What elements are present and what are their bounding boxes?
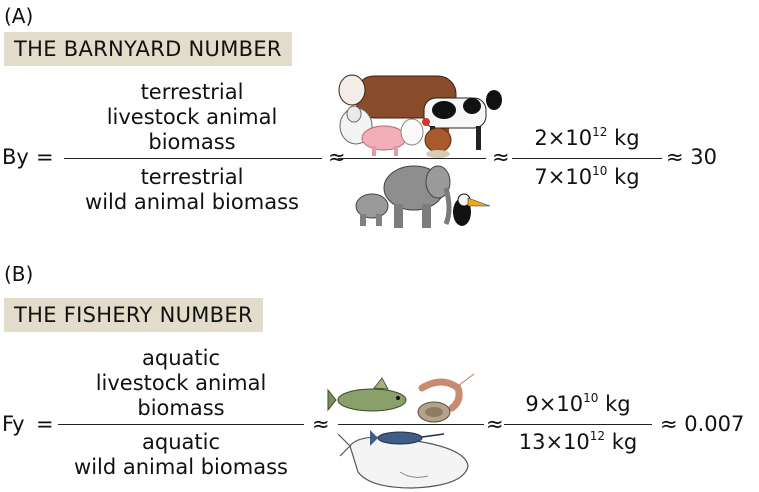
- aquaculture-illustration: [327, 373, 475, 423]
- panel-a-denominator: terrestrial wild animal biomass: [60, 165, 324, 215]
- panel-b-mass-denominator: 13×1012 kg: [504, 430, 652, 454]
- mass-mantissa: 13×10: [518, 430, 590, 454]
- panel-b-approx-1: ≈: [312, 412, 330, 436]
- panel-b-lhs: Fy: [2, 412, 25, 436]
- panel-a-banner: THE BARNYARD NUMBER: [4, 32, 292, 66]
- panel-b-mass-numerator: 9×1010 kg: [504, 392, 652, 416]
- panel-b-numerator: aquatic livestock animal biomass: [50, 346, 312, 421]
- elephant-icon: [383, 165, 452, 228]
- panel-b-fraction-bar: [58, 424, 304, 426]
- whale-icon: [337, 433, 469, 489]
- panel-a-illustration-bar: [338, 158, 486, 160]
- wild-animals-illustration: [355, 165, 491, 228]
- panel-b-banner: THE FISHERY NUMBER: [4, 298, 263, 332]
- numerator-line: biomass: [137, 396, 225, 420]
- mass-mantissa: 9×10: [525, 392, 584, 416]
- panel-a-letter: (A): [4, 4, 34, 28]
- numerator-line: aquatic: [142, 346, 220, 370]
- wild-marine-illustration: [337, 430, 469, 489]
- panel-b-equals: =: [36, 412, 54, 436]
- panel-a-result: ≈ 30: [666, 145, 717, 169]
- panel-a-lhs: By: [2, 145, 29, 169]
- baby-elephant-icon: [355, 193, 389, 226]
- panel-b-result: ≈ 0.007: [660, 412, 745, 436]
- panel-a-mass-bar: [512, 158, 662, 160]
- numerator-line: livestock animal: [106, 105, 278, 129]
- mass-exponent: 12: [589, 429, 606, 443]
- mass-mantissa: 7×10: [534, 165, 593, 189]
- mass-unit: kg: [607, 165, 640, 189]
- denominator-line: wild animal biomass: [74, 455, 288, 479]
- panel-a-approx-1: ≈: [328, 145, 346, 169]
- panel-a-mass-numerator: 2×1012 kg: [512, 126, 662, 150]
- fish-icon: [327, 377, 407, 412]
- panel-b-denominator: aquatic wild animal biomass: [50, 430, 312, 480]
- panel-a-numerator: terrestrial livestock animal biomass: [60, 80, 324, 155]
- denominator-line: aquatic: [142, 430, 220, 454]
- panel-b-letter: (B): [4, 262, 34, 286]
- panel-a-fraction-bar: [64, 158, 322, 160]
- oyster-icon: [417, 401, 451, 423]
- mass-unit: kg: [605, 430, 638, 454]
- panel-a-equals: =: [36, 145, 54, 169]
- numerator-line: terrestrial: [140, 80, 244, 104]
- panel-a-approx-2: ≈: [492, 145, 510, 169]
- mass-unit: kg: [598, 392, 631, 416]
- mass-unit: kg: [607, 126, 640, 150]
- livestock-illustration: [338, 74, 502, 158]
- pig-icon: [361, 125, 407, 156]
- mass-exponent: 10: [583, 391, 599, 405]
- denominator-line: wild animal biomass: [85, 190, 299, 214]
- marlin-icon: [370, 430, 445, 446]
- numerator-line: livestock animal: [95, 371, 267, 395]
- panel-b-illustration-bar: [338, 424, 484, 426]
- toucan-icon: [453, 193, 491, 226]
- numerator-line: biomass: [148, 130, 236, 154]
- mass-exponent: 10: [592, 164, 608, 178]
- panel-b-mass-bar: [504, 424, 652, 426]
- chicken-icon: [400, 118, 452, 158]
- panel-a-mass-denominator: 7×1010 kg: [512, 165, 662, 189]
- panel-b-approx-2: ≈: [486, 412, 504, 436]
- mass-exponent: 12: [592, 125, 608, 139]
- shrimp-icon: [418, 373, 475, 412]
- mass-mantissa: 2×10: [534, 126, 593, 150]
- denominator-line: terrestrial: [140, 165, 244, 189]
